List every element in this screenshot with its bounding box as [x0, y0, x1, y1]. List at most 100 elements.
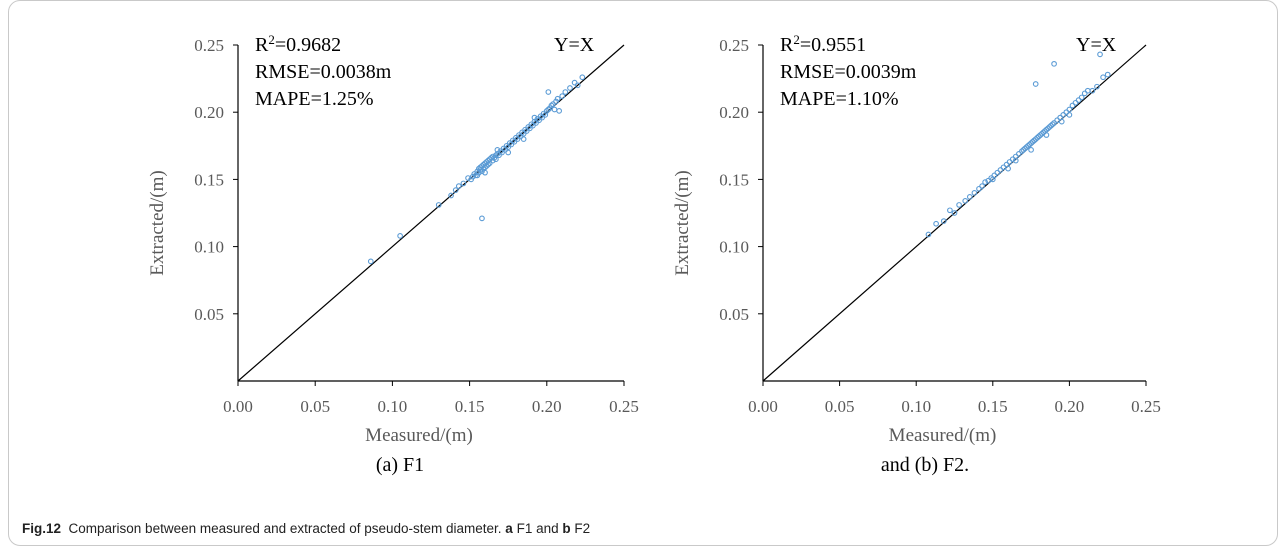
data-point — [1097, 51, 1103, 58]
rmse-label: RMSE=0.0039m — [780, 61, 917, 83]
r-squared-superscript: 2 — [793, 32, 800, 47]
data-point — [545, 106, 552, 113]
data-point — [567, 85, 573, 91]
y-tick-label: 0.05 — [719, 305, 749, 324]
mape-label: MAPE=1.10% — [780, 88, 899, 110]
data-point — [559, 93, 566, 99]
data-point — [494, 146, 501, 153]
data-point — [579, 74, 586, 81]
data-point — [556, 108, 563, 114]
x-tick-label: 0.05 — [825, 397, 855, 416]
x-tick-label: 0.00 — [748, 397, 778, 416]
data-point — [448, 192, 454, 199]
data-point — [1104, 71, 1111, 78]
y-tick-label: 0.20 — [194, 103, 224, 122]
data-point — [933, 220, 939, 227]
data-point — [925, 231, 932, 238]
figure-label: Fig.12 — [22, 521, 62, 536]
data-point — [1058, 118, 1065, 125]
data-point — [562, 89, 569, 95]
reference-line — [237, 44, 625, 382]
data-point — [551, 106, 558, 113]
x-tick-label: 0.25 — [609, 397, 639, 416]
caption-text-3: F2 — [574, 521, 591, 536]
data-point — [435, 202, 442, 208]
x-tick-label: 0.20 — [532, 397, 562, 416]
data-point — [947, 207, 953, 214]
y-tick-label: 0.05 — [194, 305, 224, 324]
x-axis-title: Measured/(m) — [889, 425, 997, 446]
data-point — [531, 114, 538, 121]
data-point — [455, 183, 462, 189]
x-axis-title: Measured/(m) — [365, 425, 473, 446]
data-point — [1089, 87, 1096, 94]
reference-line — [762, 44, 1147, 382]
r-squared-value: =0.9682 — [275, 34, 341, 56]
data-point — [989, 176, 996, 183]
data-point — [940, 218, 947, 224]
y-tick-label: 0.10 — [194, 238, 224, 257]
data-point — [1078, 94, 1085, 101]
data-point — [1066, 112, 1073, 118]
data-point — [1032, 81, 1039, 87]
y-axis-title: Extracted/(m) — [147, 170, 168, 276]
panel-subcaption: (a) F1 — [376, 454, 424, 476]
data-point — [367, 258, 374, 265]
data-point — [1028, 146, 1034, 153]
caption-a-label: a — [505, 521, 513, 536]
data-point — [982, 179, 988, 185]
data-point — [1005, 165, 1011, 172]
x-tick-label: 0.05 — [300, 397, 330, 416]
data-point — [956, 202, 962, 208]
data-point — [548, 102, 555, 109]
scatter-panel-f2: 0.00 0.05 0.10 0.15 0.20 0.25 0.05 0.10 0.15 0.20… — [672, 32, 1161, 476]
caption-text-1: Comparison between measured and extracte… — [68, 521, 502, 536]
reference-line-label: Y=X — [1076, 34, 1117, 56]
data-point — [1043, 132, 1050, 138]
data-point — [1066, 106, 1073, 113]
data-point — [979, 183, 985, 189]
data-point — [1049, 121, 1056, 128]
scatter-panel-f1: 0.00 0.05 0.10 0.15 0.20 0.25 0.05 0.10 0.15 0.20… — [147, 32, 639, 476]
r-squared-symbol: R — [780, 34, 794, 56]
figure-frame — [8, 0, 1278, 546]
caption-text-2: F1 and — [516, 521, 559, 536]
x-tick-label: 0.25 — [1131, 397, 1161, 416]
y-tick-label: 0.25 — [194, 36, 224, 55]
data-point — [485, 161, 491, 168]
r-squared-label: R2=0.9551 — [780, 32, 866, 56]
data-point — [1100, 74, 1106, 81]
data-point — [492, 156, 499, 163]
data-point — [554, 95, 561, 102]
data-point — [574, 82, 581, 89]
data-point — [505, 149, 512, 156]
data-point — [545, 89, 552, 95]
x-tick-label: 0.15 — [978, 397, 1008, 416]
caption-b-label: b — [562, 521, 571, 536]
data-point — [397, 232, 403, 239]
y-tick-label: 0.10 — [719, 238, 749, 257]
data-point — [492, 152, 499, 159]
y-tick-label: 0.25 — [719, 36, 749, 55]
data-point — [1051, 60, 1057, 67]
r-squared-symbol: R — [255, 34, 269, 56]
y-tick-label: 0.15 — [194, 170, 224, 189]
data-point — [1012, 157, 1019, 164]
x-tick-label: 0.00 — [223, 397, 253, 416]
r-squared-superscript: 2 — [268, 32, 275, 47]
figure-caption: Fig.12 Comparison between measured and e… — [22, 521, 590, 536]
y-tick-label: 0.20 — [719, 103, 749, 122]
data-point — [520, 136, 527, 142]
r-squared-label: R2=0.9682 — [255, 32, 341, 56]
data-point — [971, 189, 978, 196]
data-point — [452, 187, 459, 194]
rmse-label: RMSE=0.0038m — [255, 61, 392, 83]
reference-line-label: Y=X — [554, 34, 595, 56]
data-point — [1094, 83, 1100, 90]
data-point — [1084, 87, 1091, 94]
y-tick-label: 0.15 — [719, 170, 749, 189]
data-point — [482, 169, 488, 176]
panel-subcaption: and (b) F2. — [881, 454, 969, 476]
x-tick-label: 0.10 — [901, 397, 931, 416]
